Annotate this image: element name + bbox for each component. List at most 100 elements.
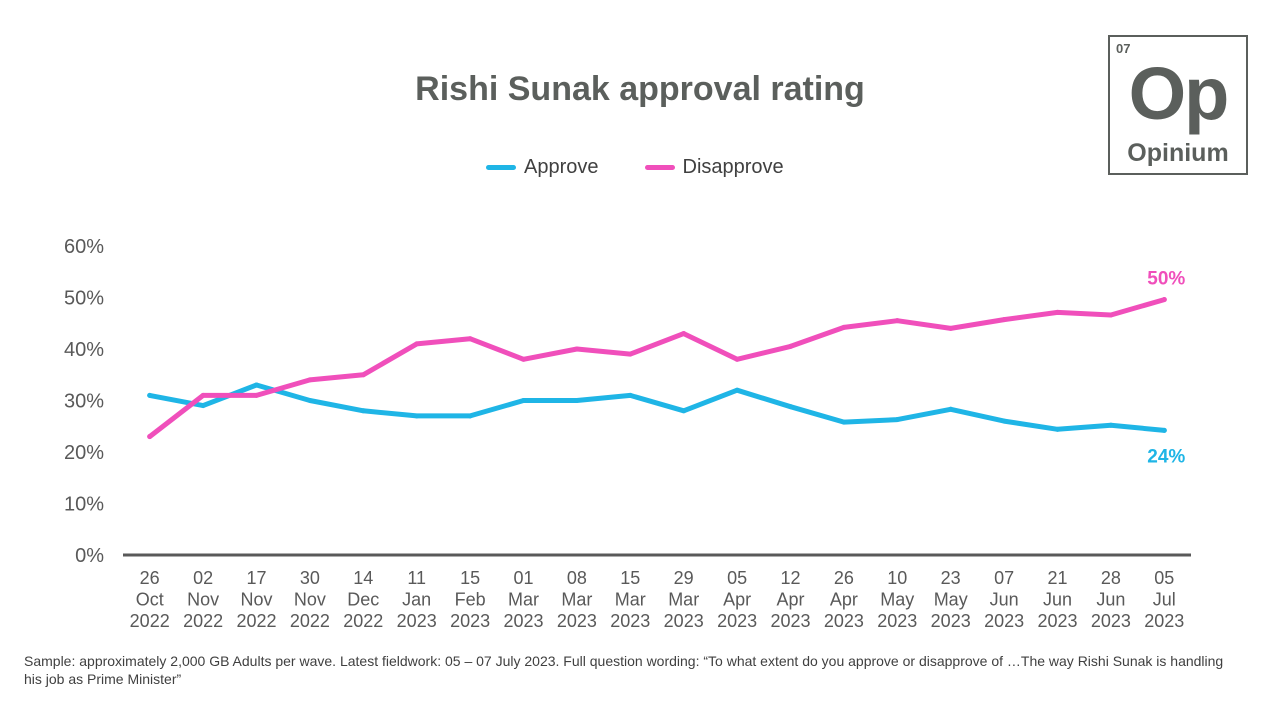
x-tick-label-line: 2023 xyxy=(824,611,864,631)
x-tick-label: 01 Mar 2023 xyxy=(503,568,543,631)
x-tick-label-line: 2022 xyxy=(183,611,223,631)
data-point-approve xyxy=(1108,422,1114,428)
data-point-disapprove xyxy=(574,346,580,352)
x-tick-label-line: 28 xyxy=(1101,568,1121,588)
x-tick-label-line: 2023 xyxy=(1091,611,1131,631)
x-tick-label-line: May xyxy=(880,590,914,610)
x-tick-label-line: 26 xyxy=(834,568,854,588)
data-point-approve xyxy=(1001,418,1007,424)
x-tick-label-line: Jun xyxy=(1043,590,1072,610)
x-tick-label-line: Nov xyxy=(187,590,219,610)
x-tick-label-line: 2023 xyxy=(503,611,543,631)
x-tick-label: 23 May 2023 xyxy=(931,568,971,631)
legend-label-disapprove: Disapprove xyxy=(682,155,784,178)
data-point-approve xyxy=(467,413,473,419)
data-point-disapprove xyxy=(1055,309,1060,315)
data-point-disapprove xyxy=(147,434,153,440)
opinium-logo: 07 Op Opinium xyxy=(1108,35,1248,175)
x-tick-label-line: 15 xyxy=(460,568,480,588)
x-tick-label-line: 05 xyxy=(727,568,747,588)
data-point-disapprove xyxy=(360,372,366,378)
y-tick-label: 0% xyxy=(75,545,104,567)
x-tick-label-line: 2023 xyxy=(557,611,597,631)
data-point-disapprove xyxy=(841,324,847,330)
x-tick-label-line: Jan xyxy=(402,590,431,610)
x-tick-label-line: 01 xyxy=(513,568,533,588)
x-tick-label: 17 Nov 2022 xyxy=(236,568,276,631)
data-point-approve xyxy=(521,398,526,403)
x-tick-label-line: 2023 xyxy=(450,611,490,631)
legend-swatch-approve xyxy=(486,164,516,170)
legend-item-approve: Approve xyxy=(486,156,599,179)
data-point-disapprove xyxy=(734,356,740,362)
chart-legend: Approve Disapprove xyxy=(486,155,830,179)
legend-item-disapprove: Disapprove xyxy=(644,155,784,179)
x-tick-label-line: Mar xyxy=(668,590,699,610)
data-point-approve xyxy=(894,417,900,423)
x-tick-label-line: Apr xyxy=(723,590,751,610)
y-tick-label: 30% xyxy=(64,391,104,413)
data-point-disapprove xyxy=(467,336,473,342)
x-tick-label-line: 15 xyxy=(620,568,640,588)
end-value-label-disapprove: 50% xyxy=(1147,269,1185,290)
data-point-approve xyxy=(1055,426,1060,432)
x-tick-label: 11 Jan 2023 xyxy=(397,568,437,631)
logo-name: Opinium xyxy=(1127,139,1229,167)
data-point-disapprove xyxy=(254,392,259,398)
end-value-label-approve: 24% xyxy=(1147,446,1185,467)
x-tick-label-line: 11 xyxy=(407,568,426,588)
x-tick-label-line: Dec xyxy=(347,590,379,610)
series-line-approve xyxy=(147,382,1167,433)
x-tick-label-line: 2022 xyxy=(236,611,276,631)
data-point-disapprove xyxy=(627,351,633,357)
x-tick-label-line: 07 xyxy=(994,568,1014,588)
x-tick-label-line: 26 xyxy=(140,568,160,588)
data-point-approve xyxy=(841,419,847,425)
data-point-approve xyxy=(788,404,793,410)
x-tick-label: 07 Jun 2023 xyxy=(984,568,1024,631)
x-tick-label-line: 2023 xyxy=(984,611,1024,631)
x-tick-label-line: Mar xyxy=(508,590,539,610)
data-point-disapprove xyxy=(681,331,687,337)
x-tick-label-line: 23 xyxy=(941,568,961,588)
x-tick-label-line: Feb xyxy=(455,590,486,610)
x-tick-label-line: 2023 xyxy=(717,611,757,631)
x-tick-label-line: 2022 xyxy=(130,611,170,631)
x-tick-label-line: 30 xyxy=(300,568,320,588)
x-tick-label: 30 Nov 2022 xyxy=(290,568,330,631)
x-tick-label-line: 2022 xyxy=(290,611,330,631)
legend-label-approve: Approve xyxy=(524,155,599,178)
y-tick-label: 40% xyxy=(64,339,104,361)
x-tick-label-line: 2023 xyxy=(397,611,437,631)
data-point-approve xyxy=(414,413,420,419)
x-tick-label-line: 2023 xyxy=(877,611,917,631)
x-tick-label-line: Jun xyxy=(1096,590,1125,610)
x-tick-label-line: 10 xyxy=(887,568,907,588)
y-tick-label: 20% xyxy=(64,442,104,464)
x-tick-label: 05 Jul 2023 xyxy=(1144,568,1184,631)
legend-swatch-disapprove xyxy=(644,164,675,170)
x-tick-label-line: 17 xyxy=(246,568,266,588)
data-point-approve xyxy=(948,406,954,412)
data-point-disapprove xyxy=(1161,297,1167,303)
data-point-approve xyxy=(574,398,580,403)
data-point-approve xyxy=(254,382,259,388)
x-tick-label-line: Nov xyxy=(294,590,326,610)
x-tick-label-line: Jul xyxy=(1153,590,1176,610)
x-tick-label: 08 Mar 2023 xyxy=(557,568,597,631)
y-tick-label: 10% xyxy=(64,494,104,516)
x-tick-label: 02 Nov 2022 xyxy=(183,568,223,631)
x-tick-label-line: Mar xyxy=(561,590,592,610)
x-tick-label-line: Apr xyxy=(776,590,804,610)
x-tick-label-line: 2022 xyxy=(343,611,383,631)
x-tick-label-line: Apr xyxy=(830,590,858,610)
x-tick-label: 28 Jun 2023 xyxy=(1091,568,1131,631)
x-tick-label: 21 Jun 2023 xyxy=(1037,568,1077,631)
data-point-disapprove xyxy=(1108,312,1114,318)
data-point-approve xyxy=(734,387,740,393)
x-tick-label-line: 05 xyxy=(1154,568,1174,588)
x-tick-label-line: 12 xyxy=(780,568,800,588)
x-tick-label-line: Nov xyxy=(240,590,272,610)
data-point-approve xyxy=(147,392,153,398)
data-point-disapprove xyxy=(948,325,954,331)
